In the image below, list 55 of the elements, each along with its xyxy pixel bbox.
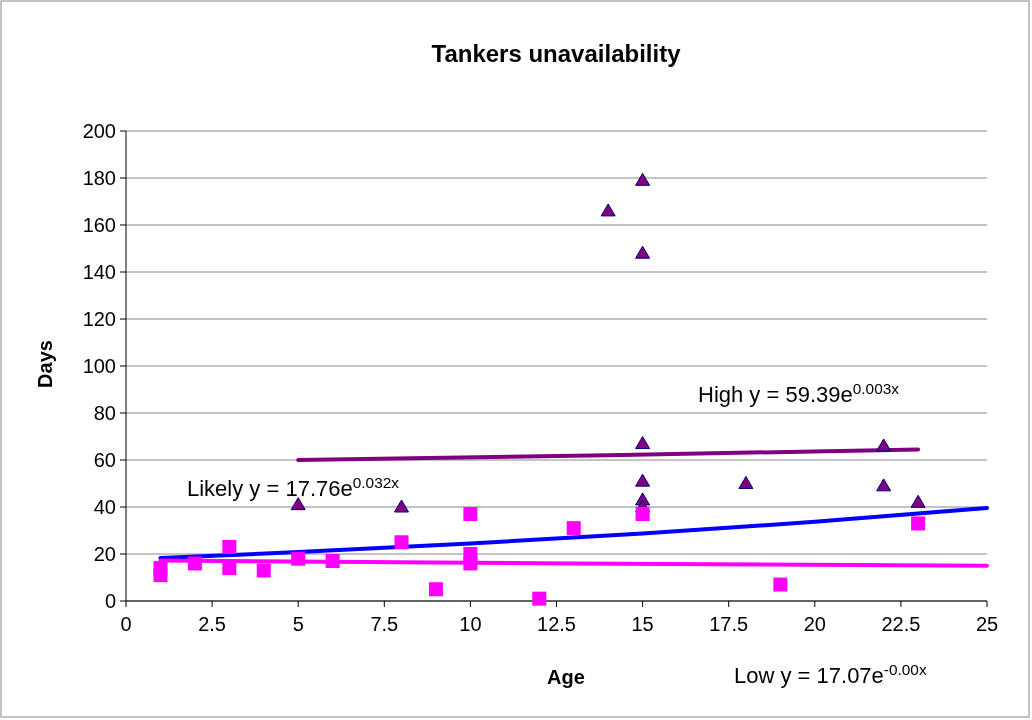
point [635,473,651,487]
y-tick-label: 80 [93,402,116,424]
point [394,535,409,550]
point [394,499,410,513]
annotation: Likely y = 17.76e$^{0.032x}$ [187,473,400,501]
point [566,521,581,536]
point [222,561,237,576]
point [635,507,650,522]
y-tick-label: 140 [82,261,116,283]
x-tick-label: 15 [631,613,654,635]
point [635,436,651,450]
y-tick-label: 40 [93,496,116,518]
x-axis-title: Age [547,666,585,688]
x-tick-label: 10 [459,613,482,635]
point [635,245,651,259]
chart-title: Tankers unavailability [431,40,682,67]
point [222,539,237,554]
point [876,438,892,452]
point [187,556,202,571]
y-tick-label: 200 [82,120,116,142]
point [290,497,306,511]
y-tick-label: 180 [82,167,116,189]
point [291,551,306,566]
x-tick-label: 7.5 [370,613,399,635]
x-tick-label: 12.5 [537,613,576,635]
x-tick-label: 22.5 [881,613,921,635]
y-axis-title: Days [34,340,56,388]
text: Low y = 17.07e$^{-0.00x}$ [734,660,927,688]
point [532,591,547,606]
y-tick-label: 0 [104,590,116,612]
x-tick-label: 17.5 [709,613,749,635]
point [773,577,788,592]
x-tick-label: 20 [803,613,826,635]
point [256,563,271,578]
point [463,507,478,522]
annotation: High y = 59.39e$^{0.003x}$ [698,379,900,407]
point [911,516,926,531]
point [428,582,443,597]
x-tick-label: 5 [292,613,304,635]
point [600,203,616,217]
point [635,172,651,186]
point [876,478,892,492]
y-tick-label: 100 [82,355,116,377]
y-tick-label: 20 [93,543,116,565]
y-tick-label: 60 [93,449,116,471]
point [325,554,340,569]
point [910,494,926,508]
x-tick-label: 25 [975,613,999,635]
x-tick-label: 2.5 [198,613,227,635]
y-tick-label: 160 [82,214,116,236]
x-tick-label: 0 [120,613,132,635]
point [153,568,168,583]
point [463,556,478,571]
point [738,476,754,489]
y-tick-label: 120 [82,308,116,330]
